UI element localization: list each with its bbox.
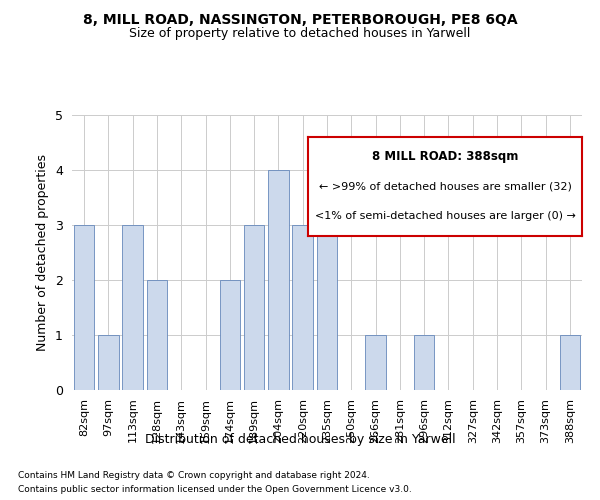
Text: 8, MILL ROAD, NASSINGTON, PETERBOROUGH, PE8 6QA: 8, MILL ROAD, NASSINGTON, PETERBOROUGH, … — [83, 12, 517, 26]
Y-axis label: Number of detached properties: Number of detached properties — [37, 154, 49, 351]
Text: 8 MILL ROAD: 388sqm: 8 MILL ROAD: 388sqm — [372, 150, 518, 164]
Bar — [365, 335, 386, 390]
Bar — [244, 225, 265, 390]
Bar — [292, 225, 313, 390]
Bar — [74, 225, 94, 390]
Bar — [220, 280, 240, 390]
Bar — [268, 170, 289, 390]
Bar — [122, 225, 143, 390]
Text: Distribution of detached houses by size in Yarwell: Distribution of detached houses by size … — [145, 432, 455, 446]
Bar — [560, 335, 580, 390]
Bar — [317, 170, 337, 390]
Text: Contains HM Land Registry data © Crown copyright and database right 2024.: Contains HM Land Registry data © Crown c… — [18, 471, 370, 480]
Text: Size of property relative to detached houses in Yarwell: Size of property relative to detached ho… — [130, 28, 470, 40]
Bar — [414, 335, 434, 390]
Bar — [146, 280, 167, 390]
Text: <1% of semi-detached houses are larger (0) →: <1% of semi-detached houses are larger (… — [315, 211, 575, 221]
Text: Contains public sector information licensed under the Open Government Licence v3: Contains public sector information licen… — [18, 485, 412, 494]
Text: ← >99% of detached houses are smaller (32): ← >99% of detached houses are smaller (3… — [319, 182, 572, 192]
Bar — [98, 335, 119, 390]
